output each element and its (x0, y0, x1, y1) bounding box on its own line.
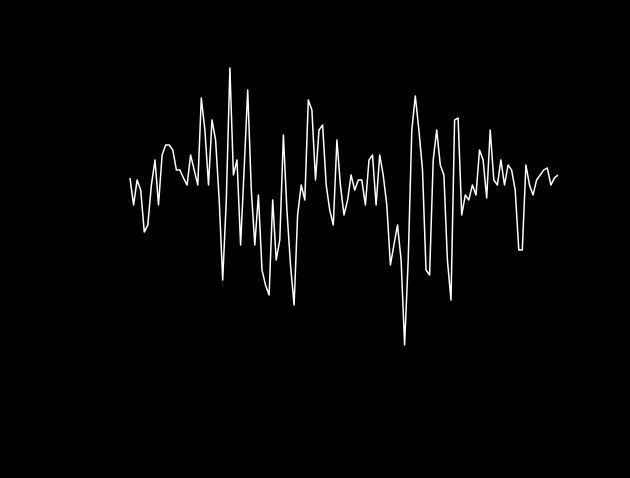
waveform-line (129, 67, 559, 346)
